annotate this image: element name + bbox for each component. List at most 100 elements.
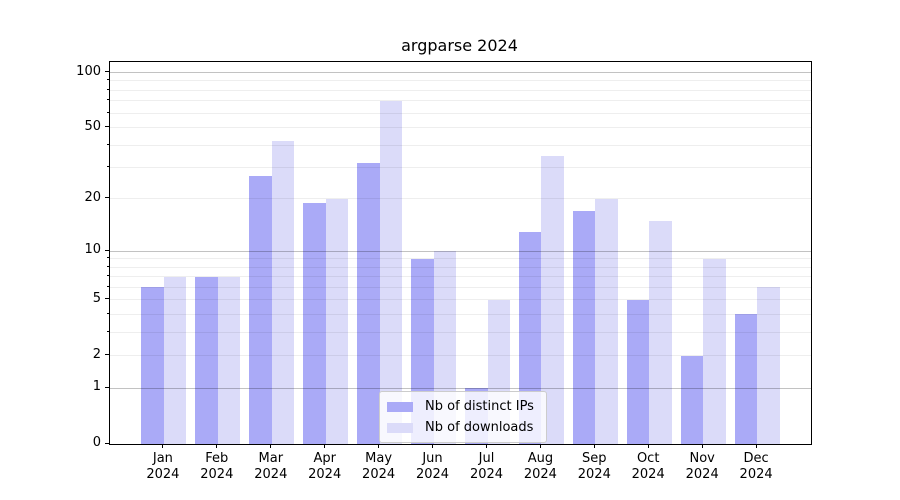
- y-axis-minor-tick-mark: [107, 99, 109, 101]
- bar-downloads-apr: [325, 198, 349, 444]
- y-axis-minor-tick-mark: [107, 143, 109, 145]
- gridline: [110, 276, 811, 278]
- y-axis-minor-tick-mark: [107, 330, 109, 332]
- x-axis-tick-mark: [755, 444, 757, 448]
- gridline: [110, 331, 811, 333]
- y-axis-minor-tick-mark: [107, 285, 109, 287]
- x-axis-tick-mark: [378, 444, 380, 448]
- x-axis-tick-mark: [216, 444, 218, 448]
- bar-downloads-may: [379, 100, 403, 444]
- y-axis-tick-label: 10: [84, 242, 101, 257]
- x-axis-tick-label: Jun 2024: [415, 451, 450, 482]
- bar-distinct-ips-apr: [303, 202, 326, 444]
- y-axis-minor-tick-mark: [107, 265, 109, 267]
- y-axis-tick-label: 1: [92, 379, 101, 395]
- gridline: [110, 127, 811, 128]
- gridline: [110, 266, 811, 268]
- gridline: [110, 387, 811, 389]
- x-axis-tick-label: Dec 2024: [739, 451, 773, 482]
- gridline: [110, 144, 811, 146]
- bar-downloads-aug: [541, 155, 564, 444]
- bar-distinct-ips-aug: [518, 231, 542, 444]
- bar-downloads-jan: [163, 276, 187, 444]
- x-axis-tick-mark: [432, 444, 433, 448]
- x-axis-tick-mark: [324, 444, 326, 448]
- x-axis-tick-label: Nov 2024: [685, 451, 719, 482]
- bar-distinct-ips-dec: [734, 314, 758, 444]
- bar-distinct-ips-mar: [249, 175, 272, 444]
- y-axis-tick-mark: [105, 249, 109, 251]
- bar-downloads-dec: [757, 287, 780, 444]
- legend-swatch-downloads: [387, 422, 413, 433]
- bar-distinct-ips-jan: [141, 287, 164, 444]
- bar-downloads-sep: [595, 198, 618, 444]
- y-axis-minor-tick-mark: [107, 79, 109, 81]
- x-axis-tick-label: May 2024: [362, 451, 396, 482]
- x-axis-tick-mark: [647, 444, 649, 448]
- y-axis-tick-mark: [105, 386, 109, 388]
- x-axis-tick-label: Sep 2024: [577, 451, 611, 482]
- y-axis-tick-label: 2: [92, 346, 101, 362]
- x-axis-tick-mark: [593, 444, 595, 448]
- bar-distinct-ips-may: [357, 162, 380, 444]
- y-axis-tick-label: 100: [76, 63, 101, 79]
- y-axis-tick-label: 5: [92, 290, 101, 306]
- legend-item-downloads: Nb of downloads: [387, 420, 534, 435]
- y-axis-minor-tick-mark: [107, 275, 109, 277]
- legend-item-label: Nb of downloads: [425, 420, 534, 435]
- bar-downloads-nov: [703, 258, 726, 444]
- x-axis-tick-mark: [701, 444, 703, 448]
- bar-distinct-ips-sep: [572, 211, 596, 444]
- x-axis-tick-label: Oct 2024: [631, 451, 665, 482]
- bar-downloads-mar: [271, 141, 295, 444]
- y-axis-minor-tick-mark: [107, 111, 109, 113]
- x-axis-tick-label: Mar 2024: [254, 451, 288, 482]
- y-axis-tick-label: 0: [92, 435, 101, 450]
- x-axis-tick-label: Feb 2024: [200, 451, 234, 482]
- gridline: [110, 355, 811, 357]
- x-axis-tick-label: Jul 2024: [469, 451, 504, 482]
- x-axis-tick-mark: [539, 444, 541, 448]
- gridline: [110, 89, 811, 91]
- x-axis-tick-label: Apr 2024: [308, 451, 342, 482]
- gridline: [110, 167, 811, 168]
- x-axis-tick-mark: [162, 444, 164, 448]
- y-axis-minor-tick-mark: [107, 257, 109, 259]
- y-axis-minor-tick-mark: [107, 312, 109, 314]
- gridline: [110, 100, 811, 102]
- x-axis-tick-label: Aug 2024: [523, 451, 557, 482]
- bar-distinct-ips-oct: [626, 299, 650, 444]
- plot-area: Nb of distinct IPs Nb of downloads: [109, 61, 812, 445]
- gridline: [110, 198, 811, 200]
- x-axis-tick-mark: [486, 444, 487, 448]
- legend-item-distinct-ips: Nb of distinct IPs: [387, 399, 534, 414]
- y-axis-tick-mark: [105, 126, 109, 127]
- gridline: [110, 258, 811, 260]
- gridline: [110, 80, 811, 82]
- y-axis-tick-label: 50: [84, 118, 101, 134]
- gridline: [110, 250, 811, 252]
- x-axis-tick-label: Jan 2024: [146, 451, 180, 482]
- y-axis-minor-tick-mark: [107, 88, 109, 90]
- gridline: [110, 313, 811, 315]
- chart-title: argparse 2024: [401, 36, 518, 55]
- x-axis-tick-mark: [270, 444, 272, 448]
- legend: Nb of distinct IPs Nb of downloads: [379, 391, 547, 443]
- bar-distinct-ips-nov: [680, 355, 704, 444]
- gridline: [110, 72, 811, 73]
- bar-distinct-ips-feb: [195, 276, 218, 444]
- y-axis-tick-mark: [105, 354, 109, 356]
- y-axis-tick-mark: [105, 442, 109, 444]
- gridline: [110, 286, 811, 288]
- gridline: [110, 112, 811, 114]
- legend-item-label: Nb of distinct IPs: [425, 399, 534, 414]
- gridline: [110, 299, 811, 301]
- y-axis-tick-mark: [105, 298, 109, 300]
- legend-swatch-distinct-ips: [387, 401, 413, 412]
- bar-downloads-feb: [217, 276, 241, 444]
- bar-downloads-oct: [649, 220, 672, 444]
- y-axis-minor-tick-mark: [107, 166, 109, 167]
- y-axis-tick-mark: [105, 71, 109, 72]
- y-axis-tick-label: 20: [84, 189, 101, 205]
